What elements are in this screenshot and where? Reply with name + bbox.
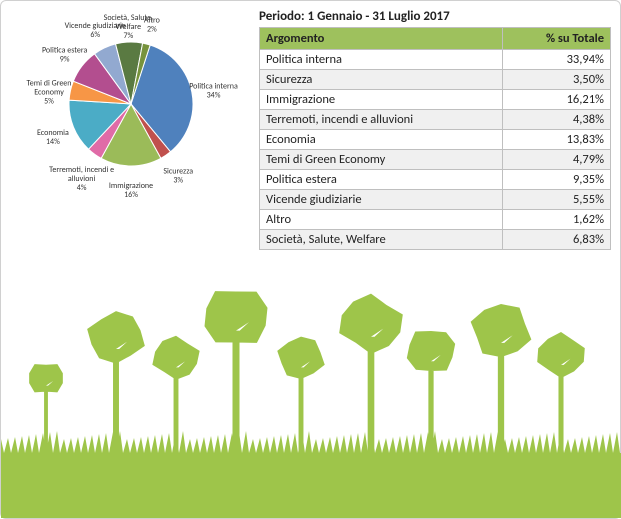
table-row: Società, Salute, Welfare6,83% <box>260 230 611 250</box>
cell-pct: 4,79% <box>503 150 611 170</box>
pie-slice-label: Temi di GreenEconomy5% <box>27 79 72 107</box>
pie-slice-label: Immigrazione16% <box>109 181 153 200</box>
pie-slice-label: Altro2% <box>144 16 160 35</box>
page-root: Periodo: 1 Gennaio - 31 Luglio 2017 Argo… <box>0 0 621 519</box>
period-label: Periodo: 1 Gennaio - 31 Luglio 2017 <box>259 9 450 24</box>
table-row: Politica interna33,94% <box>260 50 611 70</box>
col-pct-header: % su Totale <box>503 28 611 50</box>
cell-argomento: Altro <box>260 210 503 230</box>
cell-argomento: Società, Salute, Welfare <box>260 230 503 250</box>
table-row: Temi di Green Economy4,79% <box>260 150 611 170</box>
table-body: Politica interna33,94%Sicurezza3,50%Immi… <box>260 50 611 250</box>
table-row: Economia13,83% <box>260 130 611 150</box>
cell-argomento: Economia <box>260 130 503 150</box>
table-row: Altro1,62% <box>260 210 611 230</box>
pie-slice-label: Politica interna34% <box>189 81 238 100</box>
table-row: Terremoti, incendi e alluvioni4,38% <box>260 110 611 130</box>
cell-pct: 3,50% <box>503 70 611 90</box>
table-row: Politica estera9,35% <box>260 170 611 190</box>
cell-argomento: Politica interna <box>260 50 503 70</box>
cell-argomento: Vicende giudiziarie <box>260 190 503 210</box>
table-row: Immigrazione16,21% <box>260 90 611 110</box>
pie-slice-label: Terremoti, incendi ealluvioni4% <box>49 165 114 193</box>
pie-slice-label: Politica estera9% <box>42 46 87 65</box>
table-row: Sicurezza3,50% <box>260 70 611 90</box>
cell-pct: 5,55% <box>503 190 611 210</box>
pie-chart: Politica interna34% Sicurezza3% Immigrazio… <box>11 9 251 209</box>
cell-pct: 9,35% <box>503 170 611 190</box>
data-table: Argomento % su Totale Politica interna33… <box>259 27 611 250</box>
col-argomento-header: Argomento <box>260 28 503 50</box>
cell-pct: 1,62% <box>503 210 611 230</box>
cell-argomento: Sicurezza <box>260 70 503 90</box>
cell-pct: 16,21% <box>503 90 611 110</box>
cell-pct: 13,83% <box>503 130 611 150</box>
cell-argomento: Temi di Green Economy <box>260 150 503 170</box>
cell-argomento: Immigrazione <box>260 90 503 110</box>
cell-pct: 33,94% <box>503 50 611 70</box>
table-row: Vicende giudiziarie5,55% <box>260 190 611 210</box>
forest-silhouette <box>1 258 621 518</box>
cell-pct: 4,38% <box>503 110 611 130</box>
cell-argomento: Politica estera <box>260 170 503 190</box>
pie-slice-label: Economia14% <box>37 128 69 147</box>
cell-pct: 6,83% <box>503 230 611 250</box>
pie-slice-label: Sicurezza3% <box>163 166 193 185</box>
cell-argomento: Terremoti, incendi e alluvioni <box>260 110 503 130</box>
